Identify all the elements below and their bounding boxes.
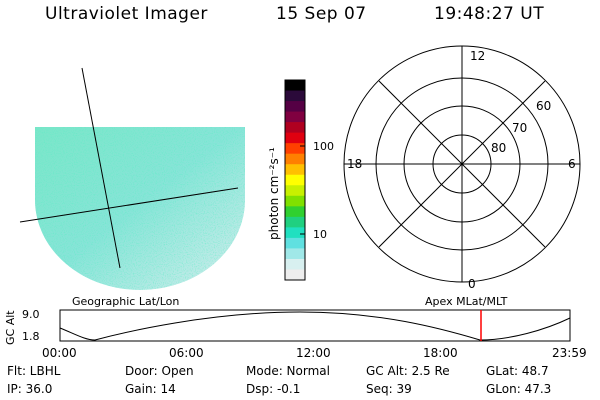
info-seq: Seq: 39 <box>366 382 412 396</box>
time-tick-0600: 06:00 <box>169 346 204 360</box>
info-gain: Gain: 14 <box>125 382 176 396</box>
colorbar-segment <box>285 80 305 92</box>
instrument-title: Ultraviolet Imager <box>45 4 208 24</box>
colorbar-segment <box>285 248 305 260</box>
info-mode: Mode: Normal <box>246 364 330 378</box>
colorbar-tick-label-100: 100 <box>313 140 334 153</box>
info-gcalt: GC Alt: 2.5 Re <box>366 364 450 378</box>
time-tick-1800: 18:00 <box>423 346 458 360</box>
colorbar-segment <box>285 227 305 239</box>
colorbar <box>285 80 305 281</box>
date-label: 15 Sep 07 <box>276 4 367 24</box>
info-glat: GLat: 48.7 <box>486 364 549 378</box>
geo-meridian-line <box>81 67 121 269</box>
alt-tick-label-1-8: 1.8 <box>22 330 40 343</box>
mlt-label-6: 6 <box>568 157 576 171</box>
polar-plot <box>343 45 581 283</box>
time-tick-2359: 23:59 <box>552 346 587 360</box>
lat-label-60: 60 <box>536 99 551 113</box>
colorbar-segment <box>285 206 305 218</box>
colorbar-segment <box>285 164 305 176</box>
colorbar-segment <box>285 269 305 281</box>
info-glon: GLon: 47.3 <box>486 382 552 396</box>
colorbar-frame <box>284 79 306 281</box>
colorbar-unit-label: photon cm⁻²s⁻¹ <box>267 147 281 240</box>
uv-image <box>35 127 245 290</box>
info-door: Door: Open <box>125 364 194 378</box>
colorbar-segment <box>285 143 305 155</box>
lat-label-80: 80 <box>491 141 506 155</box>
info-dsp: Dsp: -0.1 <box>246 382 301 396</box>
info-flt: Flt: LBHL <box>7 364 61 378</box>
geographic-label: Geographic Lat/Lon <box>72 295 179 308</box>
info-ip: IP: 36.0 <box>7 382 53 396</box>
colorbar-segment <box>285 185 305 197</box>
colorbar-segment <box>285 101 305 113</box>
colorbar-segment <box>285 216 305 228</box>
colorbar-segment <box>285 90 305 102</box>
mlt-label-18: 18 <box>347 157 362 171</box>
time-label: 19:48:27 UT <box>434 4 545 24</box>
colorbar-segment <box>285 258 305 270</box>
mlt-label-12: 12 <box>470 49 485 63</box>
apex-label: Apex MLat/MLT <box>425 295 508 308</box>
colorbar-segment <box>285 111 305 123</box>
colorbar-segment <box>285 174 305 186</box>
colorbar-segment <box>285 153 305 165</box>
alt-axis-label: GC Alt <box>4 310 17 345</box>
lat-label-70: 70 <box>512 121 527 135</box>
geo-latitude-line <box>19 187 239 223</box>
colorbar-segment <box>285 195 305 207</box>
time-tick-0000: 00:00 <box>42 346 77 360</box>
mlt-label-0: 0 <box>468 277 476 291</box>
altitude-curve <box>59 311 571 341</box>
colorbar-tick-label-10: 10 <box>313 228 327 241</box>
time-tick-1200: 12:00 <box>296 346 331 360</box>
colorbar-segment <box>285 237 305 249</box>
altitude-strip-frame <box>59 309 571 342</box>
colorbar-segment <box>285 132 305 144</box>
colorbar-segment <box>285 122 305 134</box>
alt-tick-label-9: 9.0 <box>22 308 40 321</box>
